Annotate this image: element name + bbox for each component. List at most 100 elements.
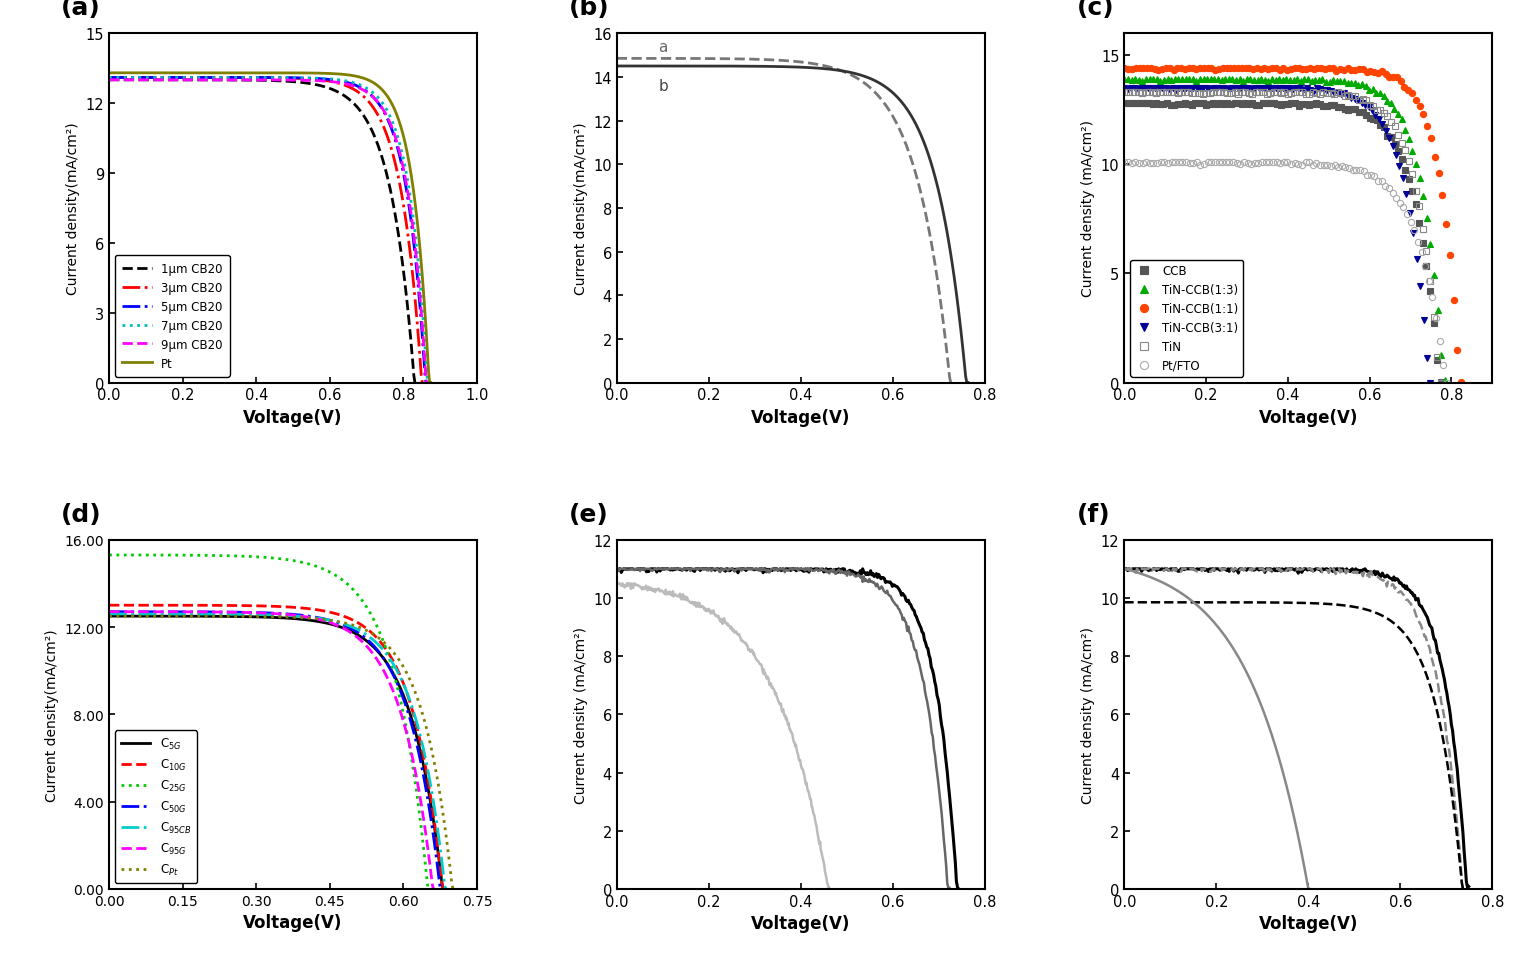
TiN-CCB(1:3)	[1159, 74, 1177, 86]
Line: TiN: TiN	[1121, 90, 1444, 386]
c4	[1229, 650, 1247, 661]
c4	[1300, 883, 1318, 895]
1μm CB20	[406, 377, 424, 389]
5μm CB20	[288, 73, 306, 85]
TiN-CCB(1:3)	[1212, 75, 1230, 87]
Line: C$_{5G}$: C$_{5G}$	[109, 616, 444, 889]
b	[823, 64, 841, 76]
c3	[820, 882, 838, 894]
c1	[608, 564, 626, 575]
C$_{10G}$	[305, 604, 323, 616]
a	[912, 186, 930, 197]
Line: c1: c1	[617, 570, 959, 889]
X-axis label: Voltage(V): Voltage(V)	[244, 408, 342, 427]
C$_{10G}$	[382, 653, 400, 664]
Pt	[371, 83, 389, 95]
c3	[608, 578, 626, 590]
C$_{5G}$	[435, 883, 453, 895]
Y-axis label: Current density (mA/cm²): Current density (mA/cm²)	[1082, 120, 1095, 297]
C$_{95G}$	[424, 883, 442, 895]
C$_{Pt}$	[100, 611, 118, 622]
c1	[1117, 564, 1135, 575]
C$_{95CB}$	[300, 612, 318, 623]
C$_{5G}$	[435, 883, 453, 895]
C$_{25G}$	[420, 883, 438, 895]
TiN-CCB(1:3)	[1115, 74, 1133, 86]
5μm CB20	[418, 377, 436, 389]
c2	[1318, 565, 1336, 576]
C$_{Pt}$	[306, 613, 324, 624]
3μm CB20	[414, 377, 432, 389]
CCB	[1432, 377, 1450, 389]
3μm CB20	[102, 72, 120, 84]
C$_{10G}$	[405, 706, 423, 718]
5μm CB20	[388, 142, 406, 153]
c2	[1324, 564, 1342, 575]
b	[903, 113, 921, 125]
c2	[941, 882, 959, 894]
Pt/FTO	[1120, 157, 1138, 169]
a	[609, 54, 627, 65]
C$_{10G}$	[298, 603, 317, 615]
Line: C$_{25G}$: C$_{25G}$	[109, 555, 429, 889]
Pt	[291, 68, 309, 80]
c1	[1459, 880, 1477, 892]
9μm CB20	[389, 141, 408, 152]
Text: (f): (f)	[1077, 502, 1110, 527]
Y-axis label: Current density(mA/cm²): Current density(mA/cm²)	[67, 122, 80, 295]
Pt/FTO	[1394, 202, 1412, 214]
b	[608, 61, 626, 72]
7μm CB20	[100, 72, 118, 84]
3μm CB20	[286, 73, 305, 85]
Line: 7μm CB20: 7μm CB20	[109, 78, 429, 383]
c3	[1317, 598, 1335, 610]
1μm CB20	[288, 77, 306, 89]
3μm CB20	[286, 73, 305, 85]
Text: (d): (d)	[61, 502, 102, 527]
Line: TiN-CCB(1:1): TiN-CCB(1:1)	[1121, 66, 1465, 386]
CCB	[1336, 105, 1354, 116]
C$_{10G}$	[435, 883, 453, 895]
C$_{Pt}$	[444, 883, 462, 895]
Text: (b): (b)	[570, 0, 609, 21]
TiN-CCB(3:1)	[1421, 377, 1439, 389]
c3	[1115, 597, 1133, 609]
9μm CB20	[100, 75, 118, 87]
c4	[1226, 645, 1244, 657]
TiN-CCB(1:3)	[1436, 374, 1454, 386]
c2	[1118, 564, 1136, 575]
1μm CB20	[408, 377, 426, 389]
5μm CB20	[294, 73, 312, 85]
Line: c2: c2	[1124, 570, 1463, 889]
c1	[1406, 590, 1424, 602]
CCB	[1157, 98, 1176, 109]
TiN-CCB(1:1)	[1160, 64, 1179, 75]
c2	[807, 564, 826, 575]
a	[889, 123, 907, 135]
TiN	[1336, 91, 1354, 103]
Line: c3: c3	[617, 583, 829, 888]
9μm CB20	[289, 75, 308, 87]
9μm CB20	[418, 377, 436, 389]
C$_{Pt}$	[391, 656, 409, 667]
c2	[608, 564, 626, 575]
C$_{25G}$	[420, 883, 438, 895]
Line: c4: c4	[1124, 570, 1309, 889]
c1	[918, 642, 936, 654]
TiN-CCB(3:1)	[1407, 254, 1426, 266]
3μm CB20	[100, 72, 118, 84]
b	[815, 64, 833, 75]
9μm CB20	[368, 97, 386, 108]
Legend: C$_{5G}$, C$_{10G}$, C$_{25G}$, C$_{50G}$, C$_{95CB}$, C$_{95G}$, C$_{Pt}$: C$_{5G}$, C$_{10G}$, C$_{25G}$, C$_{50G}…	[115, 731, 197, 883]
Line: TiN-CCB(3:1): TiN-CCB(3:1)	[1121, 86, 1433, 386]
CCB	[1418, 261, 1436, 273]
7μm CB20	[291, 73, 309, 85]
C$_{50G}$	[432, 883, 450, 895]
Line: C$_{10G}$: C$_{10G}$	[109, 606, 444, 889]
c2	[1454, 883, 1473, 895]
Y-axis label: Current density(mA/cm²): Current density(mA/cm²)	[45, 628, 59, 801]
C$_{25G}$	[291, 556, 309, 568]
TiN-CCB(3:1)	[1207, 83, 1226, 95]
Pt/FTO	[1115, 157, 1133, 169]
c3	[1454, 883, 1473, 895]
